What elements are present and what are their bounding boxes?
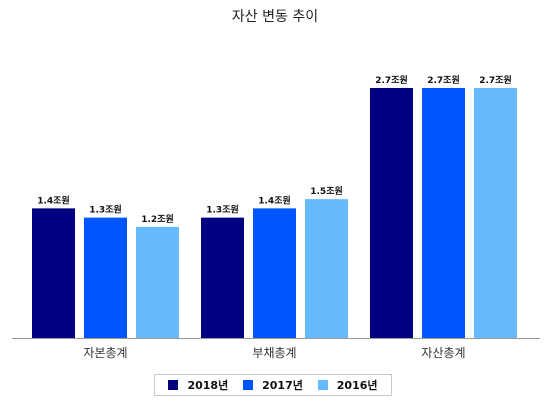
bar-자산총계-2018년[interactable] [370, 87, 413, 338]
legend-swatch-2016 [317, 380, 328, 390]
x-tick-label: 자산총계 [421, 346, 465, 360]
legend-label-2018: 2018년 [187, 379, 229, 392]
data-label: 1.4조원 [37, 194, 70, 206]
data-label: 2.7조원 [375, 74, 408, 86]
data-label: 2.7조원 [427, 74, 460, 86]
legend-label-2017: 2017년 [262, 379, 303, 392]
legend-swatch-2018 [168, 380, 179, 390]
data-label: 1.2조원 [141, 213, 174, 225]
bar-자본총계-2018년[interactable] [32, 208, 75, 338]
bar-자산총계-2017년[interactable] [422, 87, 465, 338]
bar-자본총계-2017년[interactable] [84, 217, 127, 338]
chart-legend: 2018년 2017년 2016년 [154, 374, 392, 396]
bar-부채총계-2018년[interactable] [201, 217, 244, 338]
legend-label-2016: 2016년 [336, 379, 378, 392]
bar-부채총계-2017년[interactable] [253, 208, 296, 338]
bar-자산총계-2016년[interactable] [474, 87, 517, 338]
legend-swatch-2017 [243, 380, 254, 390]
x-tick-label: 부채총계 [252, 346, 296, 360]
bar-자본총계-2016년[interactable] [136, 226, 179, 338]
data-label: 2.7조원 [479, 74, 512, 86]
data-label: 1.3조원 [89, 204, 122, 216]
legend-item-2017[interactable]: 2017년 [243, 377, 303, 393]
data-label: 1.4조원 [258, 194, 291, 206]
data-label: 1.3조원 [206, 204, 239, 216]
bar-부채총계-2016년[interactable] [305, 199, 348, 338]
data-label: 1.5조원 [310, 185, 343, 197]
x-tick-label: 자본총계 [83, 346, 127, 360]
chart-title: 자산 변동 추이 [231, 9, 319, 25]
legend-item-2018[interactable]: 2018년 [168, 377, 228, 393]
legend-item-2016[interactable]: 2016년 [317, 377, 378, 393]
